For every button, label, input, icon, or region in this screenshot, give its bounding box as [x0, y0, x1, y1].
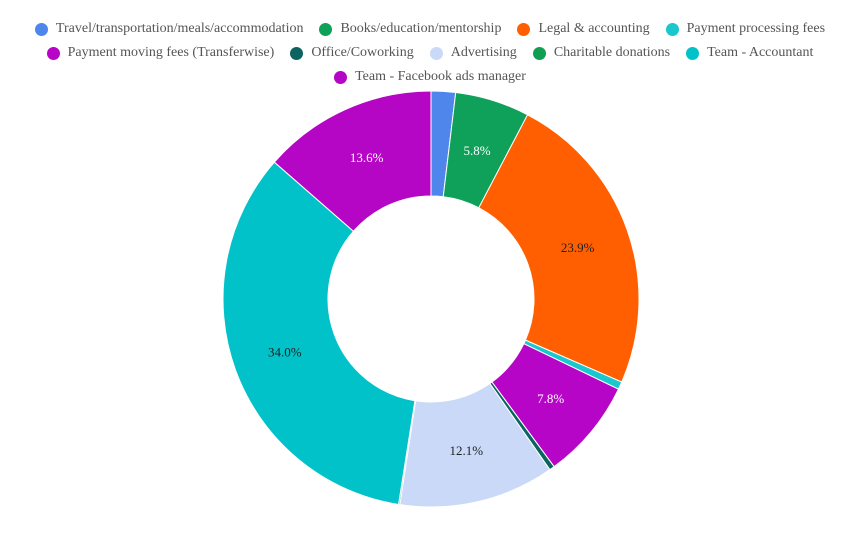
- chart-legend: Travel/transportation/meals/accommodatio…: [0, 20, 860, 86]
- legend-item[interactable]: Payment moving fees (Transferwise): [46, 44, 275, 62]
- legend-swatch: [290, 46, 304, 60]
- legend-label: Office/Coworking: [311, 45, 414, 60]
- legend-label: Advertising: [450, 45, 517, 60]
- slice-percent-label: 34.0%: [268, 345, 302, 360]
- legend-label: Payment processing fees: [686, 21, 826, 36]
- donut-slice-labels: 5.8% 23.9% 7.8% 12.1% 34.0% 13.6%: [268, 143, 595, 458]
- legend-swatch: [429, 46, 443, 60]
- legend-item[interactable]: Legal & accounting: [517, 20, 650, 38]
- legend-swatch: [334, 70, 348, 84]
- slice-percent-label: 12.1%: [449, 443, 483, 458]
- legend-swatch: [34, 22, 48, 36]
- donut-slice[interactable]: [478, 114, 640, 383]
- legend-label: Books/education/mentorship: [340, 21, 502, 36]
- donut-slice[interactable]: [273, 90, 432, 232]
- legend-swatch: [532, 46, 546, 60]
- legend-item[interactable]: Books/education/mentorship: [319, 20, 501, 38]
- slice-percent-label: 5.8%: [464, 143, 491, 158]
- legend-swatch: [517, 22, 531, 36]
- legend-label: Travel/transportation/meals/accommodatio…: [55, 21, 304, 36]
- legend-swatch: [319, 22, 333, 36]
- legend-item[interactable]: Travel/transportation/meals/accommodatio…: [34, 20, 304, 38]
- slice-percent-label: 13.6%: [350, 150, 384, 165]
- donut-slice[interactable]: [222, 161, 416, 506]
- legend-label: Team - Facebook ads manager: [355, 69, 526, 84]
- legend-swatch: [46, 46, 60, 60]
- legend-item[interactable]: Payment processing fees: [665, 20, 826, 38]
- legend-item[interactable]: Advertising: [429, 44, 517, 62]
- legend-label: Payment moving fees (Transferwise): [67, 45, 275, 60]
- slice-percent-label: 7.8%: [537, 391, 564, 406]
- legend-item[interactable]: Team - Accountant: [686, 44, 813, 62]
- legend-item[interactable]: Charitable donations: [532, 44, 671, 62]
- legend-label: Charitable donations: [553, 45, 671, 60]
- slice-percent-label: 23.9%: [561, 240, 595, 255]
- legend-item[interactable]: Office/Coworking: [290, 44, 414, 62]
- legend-swatch: [686, 46, 700, 60]
- legend-item[interactable]: Team - Facebook ads manager: [334, 68, 526, 86]
- legend-swatch: [665, 22, 679, 36]
- legend-label: Legal & accounting: [538, 21, 650, 36]
- legend-label: Team - Accountant: [707, 45, 814, 60]
- donut-slices: [222, 90, 640, 508]
